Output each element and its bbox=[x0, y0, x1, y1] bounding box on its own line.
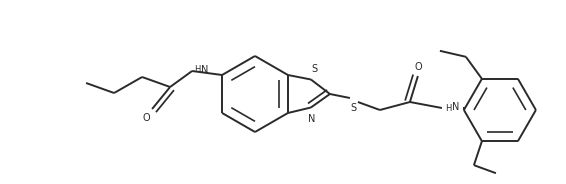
Text: N: N bbox=[308, 114, 316, 123]
Text: S: S bbox=[312, 65, 318, 75]
Text: S: S bbox=[351, 103, 357, 113]
Text: H: H bbox=[194, 66, 200, 75]
Text: O: O bbox=[414, 62, 422, 72]
Text: H: H bbox=[445, 104, 451, 112]
Text: N: N bbox=[201, 65, 209, 75]
Text: O: O bbox=[142, 113, 150, 123]
Text: N: N bbox=[452, 102, 460, 112]
